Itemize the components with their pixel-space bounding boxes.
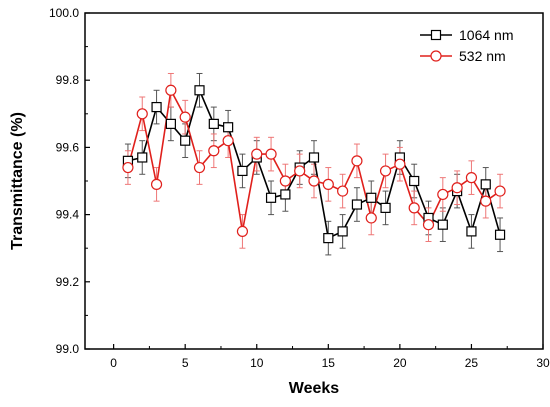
data-point-1064-nm <box>194 85 205 96</box>
legend-marker-1064 <box>430 29 442 41</box>
data-point-532-nm <box>322 178 334 190</box>
data-point-532-nm <box>122 161 134 174</box>
data-point-532-nm <box>422 219 435 231</box>
data-point-532-nm <box>408 202 420 214</box>
data-point-532-nm <box>308 175 320 187</box>
y-tick-label: 100.0 <box>49 6 79 20</box>
data-point-532-nm <box>222 135 234 147</box>
data-point-1064-nm <box>366 192 377 203</box>
data-point-532-nm <box>394 158 406 170</box>
x-tick-label: 5 <box>182 356 189 370</box>
data-point-1064-nm <box>480 179 491 190</box>
data-point-1064-nm <box>437 219 448 230</box>
data-point-532-nm <box>236 225 249 237</box>
y-axis-title: Transmittance (%) <box>9 112 26 250</box>
data-point-1064-nm <box>165 118 176 129</box>
data-point-532-nm <box>251 148 263 160</box>
legend-marker-532 <box>430 50 442 62</box>
data-point-1064-nm <box>466 226 477 237</box>
data-point-532-nm <box>136 108 148 120</box>
y-tick-label: 99.4 <box>56 208 80 222</box>
markers-layer <box>122 84 506 244</box>
data-point-532-nm <box>451 182 463 194</box>
data-point-532-nm <box>437 188 449 201</box>
data-point-532-nm <box>480 195 492 207</box>
data-point-1064-nm <box>137 152 148 163</box>
x-tick-label: 15 <box>322 356 336 370</box>
data-point-532-nm <box>465 172 478 184</box>
data-point-532-nm <box>337 185 349 197</box>
data-point-1064-nm <box>308 152 320 163</box>
data-point-532-nm <box>365 212 377 224</box>
data-point-532-nm <box>150 178 163 190</box>
y-tick-label: 99.0 <box>56 342 80 356</box>
x-tick-label: 10 <box>250 356 264 370</box>
data-point-532-nm <box>193 161 206 174</box>
x-tick-label: 30 <box>536 356 550 370</box>
legend-label-1064: 1064 nm <box>459 27 513 43</box>
data-point-532-nm <box>294 165 306 177</box>
data-point-532-nm <box>265 148 277 160</box>
data-point-532-nm <box>351 155 363 167</box>
data-point-1064-nm <box>223 122 234 133</box>
legend: 1064 nm 532 nm <box>420 27 513 64</box>
y-tick-label: 99.2 <box>56 275 80 289</box>
data-point-1064-nm <box>409 175 420 187</box>
y-tick-label: 99.8 <box>56 73 80 87</box>
x-axis-title: Weeks <box>289 380 340 397</box>
data-point-532-nm <box>179 111 191 123</box>
data-point-1064-nm <box>280 189 291 200</box>
data-point-532-nm <box>494 185 506 197</box>
data-point-1064-nm <box>380 202 391 213</box>
data-point-1064-nm <box>494 229 506 240</box>
data-point-1064-nm <box>208 118 219 129</box>
data-point-532-nm <box>379 165 392 177</box>
data-point-532-nm <box>279 175 291 187</box>
data-point-1064-nm <box>265 192 277 203</box>
data-point-1064-nm <box>151 101 162 113</box>
x-tick-label: 0 <box>110 356 117 370</box>
data-point-532-nm <box>165 84 177 96</box>
data-point-532-nm <box>208 145 220 157</box>
x-tick-label: 20 <box>393 356 407 370</box>
data-point-1064-nm <box>237 165 248 177</box>
axis-ticks-layer: 0 5 10 15 20 25 30 99.0 99.2 99.4 99.6 99.8 100.0 <box>49 6 550 370</box>
data-point-1064-nm <box>323 233 334 244</box>
legend-label-532: 532 nm <box>459 48 506 64</box>
data-point-1064-nm <box>337 226 348 237</box>
data-point-1064-nm <box>180 135 191 146</box>
y-tick-label: 99.6 <box>56 140 80 154</box>
data-point-1064-nm <box>351 199 363 210</box>
x-tick-label: 25 <box>465 356 479 370</box>
